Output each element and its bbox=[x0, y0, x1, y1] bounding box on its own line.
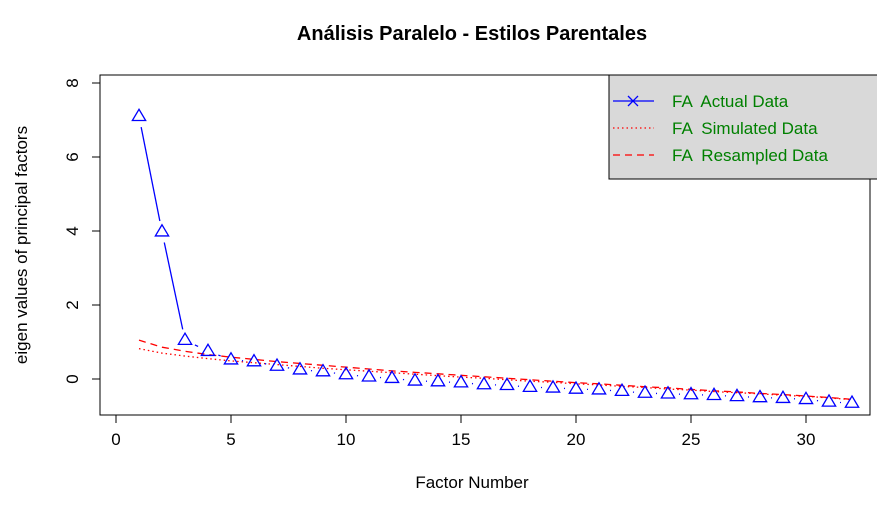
actual-data-line-segment bbox=[163, 242, 184, 330]
actual-data-point bbox=[361, 368, 377, 382]
legend-label: FA Actual Data bbox=[672, 92, 789, 111]
actual-data-point bbox=[315, 363, 331, 377]
actual-data-point bbox=[729, 388, 745, 402]
actual-data-point bbox=[131, 108, 147, 122]
x-tick-label: 10 bbox=[337, 430, 356, 449]
actual-data-point bbox=[844, 394, 860, 408]
actual-data-point bbox=[568, 380, 584, 394]
actual-data-point bbox=[430, 373, 446, 387]
chart-title: Análisis Paralelo - Estilos Parentales bbox=[297, 23, 647, 45]
y-axis: 0 2 4 6 8 bbox=[63, 78, 101, 384]
actual-data-point bbox=[246, 353, 262, 367]
legend-box bbox=[608, 74, 877, 180]
x-axis-label: Factor Number bbox=[415, 473, 529, 492]
actual-data-point bbox=[499, 377, 515, 391]
y-axis-label: eigen values of principal factors bbox=[12, 126, 31, 364]
x-axis: 0 5 10 15 20 25 30 bbox=[111, 414, 816, 449]
actual-data-line-segment bbox=[194, 344, 199, 348]
actual-data-point bbox=[821, 393, 837, 407]
actual-data-point bbox=[706, 387, 722, 401]
actual-data-point bbox=[407, 372, 423, 386]
actual-data-point bbox=[177, 331, 193, 346]
resampled-data-line bbox=[138, 339, 853, 400]
actual-data-point bbox=[637, 384, 653, 398]
legend-marker-x bbox=[627, 95, 639, 107]
y-tick-label: 6 bbox=[63, 152, 82, 161]
actual-data-point bbox=[384, 369, 400, 384]
actual-data-point bbox=[752, 389, 768, 403]
actual-data-point bbox=[338, 366, 354, 380]
y-tick-label: 0 bbox=[63, 374, 82, 383]
actual-data-point bbox=[683, 386, 699, 400]
actual-data-point bbox=[522, 378, 538, 392]
x-tick-label: 5 bbox=[226, 430, 235, 449]
x-tick-label: 15 bbox=[452, 430, 471, 449]
y-tick-label: 2 bbox=[63, 300, 82, 309]
actual-data-point bbox=[545, 379, 561, 393]
legend-label: FA Resampled Data bbox=[672, 146, 828, 165]
actual-data-point bbox=[798, 391, 814, 405]
x-tick-label: 0 bbox=[111, 430, 120, 449]
actual-data-point bbox=[476, 376, 492, 390]
x-tick-label: 20 bbox=[567, 430, 586, 449]
actual-data-point bbox=[292, 361, 308, 375]
actual-data-point bbox=[154, 223, 170, 237]
x-tick-label: 25 bbox=[682, 430, 701, 449]
y-tick-label: 8 bbox=[63, 78, 82, 87]
actual-data-point bbox=[453, 374, 469, 388]
actual-data-point bbox=[660, 385, 676, 399]
actual-data-point bbox=[223, 351, 239, 365]
simulated-data-line bbox=[138, 348, 853, 401]
legend: FA Actual Data FA Simulated Data FA Resamp… bbox=[608, 74, 877, 180]
actual-data-point bbox=[775, 389, 791, 404]
actual-data-point bbox=[591, 381, 607, 395]
actual-data-point bbox=[200, 342, 216, 357]
legend-entries: FA Actual Data FA Simulated Data FA Resamp… bbox=[613, 92, 828, 165]
actual-data-point bbox=[614, 382, 630, 397]
actual-data-line-segment bbox=[218, 354, 221, 357]
x-tick-label: 30 bbox=[797, 430, 816, 449]
actual-data-line-segment bbox=[140, 126, 161, 222]
actual-data-point bbox=[269, 357, 285, 371]
y-tick-label: 4 bbox=[63, 226, 82, 235]
legend-label: FA Simulated Data bbox=[672, 119, 818, 138]
series-layer bbox=[131, 108, 860, 408]
